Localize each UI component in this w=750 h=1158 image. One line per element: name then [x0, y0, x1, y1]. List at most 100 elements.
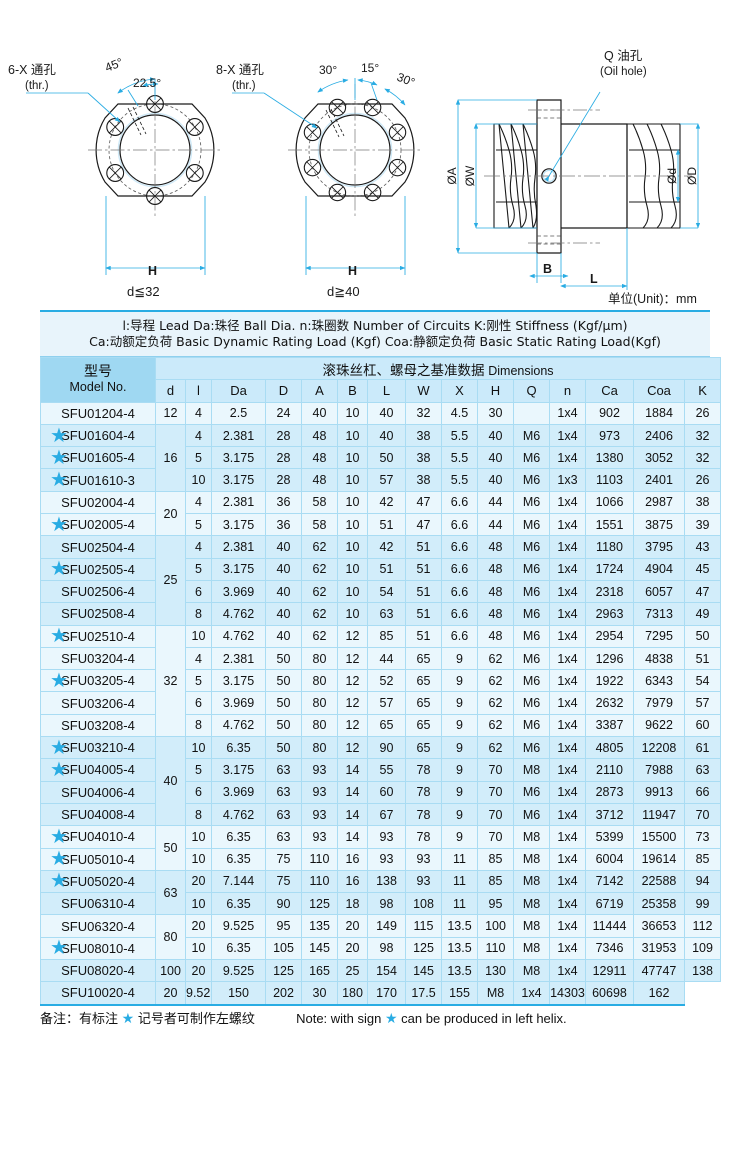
cell-b: 10 — [337, 423, 368, 448]
cell-d: 50 — [265, 713, 302, 738]
cell-x: 13.5 — [441, 936, 478, 961]
cell-ca: 2110 — [585, 758, 634, 782]
left-helix-star-icon: ★ — [50, 825, 68, 848]
cell-l: 60 — [367, 780, 406, 804]
cell-d: 40 — [265, 535, 302, 559]
cell-coa: 3875 — [633, 513, 685, 537]
cell-d: 12 — [155, 401, 186, 425]
cell-b: 10 — [337, 557, 368, 581]
cell-da: 4.762 — [211, 802, 266, 827]
cell-b: 12 — [337, 691, 368, 715]
dim-l: L — [590, 272, 598, 286]
cell-ca: 1180 — [585, 535, 634, 559]
cell-l: 5 — [185, 513, 212, 537]
header-col-k: K — [683, 379, 722, 403]
cell-coa: 2987 — [633, 490, 685, 515]
cell-da: 9.525 — [185, 981, 212, 1006]
table-row: SFU04005-4 5 3.175 63 93 14 55 78 9 70 M8 1x4 2110 79… — [40, 758, 722, 782]
cell-l: 93 — [367, 847, 406, 871]
cell-a: 110 — [301, 869, 338, 894]
cell-coa: 12208 — [633, 736, 685, 760]
cell-a: 62 — [301, 535, 338, 559]
cell-x: 13.5 — [441, 959, 478, 983]
dim-phi-w: ØW — [463, 165, 477, 186]
cell-a: 93 — [301, 825, 338, 849]
cell-coa: 60698 — [585, 981, 634, 1006]
cell-x: 11 — [441, 847, 478, 871]
left-helix-star-icon: ★ — [50, 513, 68, 536]
cell-l: 20 — [185, 959, 212, 983]
cell-x: 6.6 — [441, 535, 478, 559]
cell-coa: 47747 — [633, 959, 685, 983]
cell-d: 50 — [155, 825, 186, 871]
cell-l: 42 — [367, 490, 406, 515]
cell-n: 1x4 — [549, 446, 586, 470]
dim-phi-d-large: ØD — [685, 167, 699, 185]
cell-model: SFU02005-4 — [40, 513, 156, 537]
cell-d: 125 — [265, 959, 302, 983]
cell-model: SFU02510-4 — [40, 624, 156, 648]
header-model-cn: 型号 — [84, 363, 112, 380]
header-col-x: X — [441, 379, 478, 403]
cell-ca: 4805 — [585, 736, 634, 760]
cell-l: 40 — [367, 423, 406, 448]
cell-da: 3.175 — [211, 557, 266, 581]
cell-h: 30 — [477, 401, 514, 425]
cell-coa: 9913 — [633, 780, 685, 804]
cell-coa: 6343 — [633, 669, 685, 693]
cell-model: SFU01610-3 — [40, 468, 156, 492]
cell-x: 11 — [441, 869, 478, 894]
cell-h: 110 — [477, 936, 514, 961]
middle-caption: d≧40 — [327, 284, 360, 299]
cell-da: 6.35 — [211, 892, 266, 916]
cell-b: 20 — [337, 914, 368, 938]
table-row: SFU04008-4 8 4.762 63 93 14 67 78 9 70 M6 1x4 3712 11… — [40, 802, 722, 827]
cell-n: 1x4 — [549, 691, 586, 715]
cell-l: 10 — [185, 825, 212, 849]
cell-k: 85 — [683, 847, 722, 871]
cell-b: 12 — [337, 669, 368, 693]
middle-angle-30a: 30° — [319, 63, 337, 77]
header-col-a: A — [301, 379, 338, 403]
cell-a: 165 — [301, 959, 338, 983]
cell-ca: 5399 — [585, 825, 634, 849]
table-row: SFU06310-4 10 6.35 90 125 18 98 108 11 95 M8 1x4 671… — [40, 892, 722, 916]
cell-q: M6 — [513, 646, 550, 671]
dim-b: B — [543, 262, 552, 276]
header-dimensions-en: Dimensions — [488, 363, 554, 378]
cell-a: 48 — [301, 423, 338, 448]
cell-n: 1x4 — [549, 869, 586, 894]
cell-k: 138 — [683, 959, 722, 983]
cell-model: SFU03205-4 — [40, 669, 156, 693]
cell-w: 78 — [405, 780, 442, 804]
cell-q: M6 — [513, 669, 550, 693]
cell-n: 1x4 — [549, 579, 586, 604]
cell-ca: 12911 — [585, 959, 634, 983]
cell-a: 62 — [301, 579, 338, 604]
cell-b: 16 — [337, 847, 368, 871]
cell-b: 10 — [337, 490, 368, 515]
cell-b: 10 — [337, 446, 368, 470]
cell-l: 20 — [185, 869, 212, 894]
cell-b: 10 — [337, 468, 368, 492]
cell-model: SFU04008-4 — [40, 802, 156, 827]
header-col-h: H — [477, 379, 514, 403]
cell-ca: 7142 — [585, 869, 634, 894]
cell-da: 6.35 — [211, 736, 266, 760]
cell-d: 75 — [265, 847, 302, 871]
table-row: SFU03208-4 8 4.762 50 80 12 65 65 9 62 M6 1x4 3387 96… — [40, 713, 722, 738]
cell-l: 6 — [185, 780, 212, 804]
cell-h: 70 — [477, 825, 514, 849]
cell-h: 44 — [477, 490, 514, 515]
cell-k: 32 — [683, 423, 722, 448]
cell-coa: 25358 — [633, 892, 685, 916]
cell-a: 80 — [301, 646, 338, 671]
table-row: SFU02506-4 6 3.969 40 62 10 54 51 6.6 48 M6 1x4 2318… — [40, 579, 722, 604]
cell-d: 50 — [265, 736, 302, 760]
cell-n: 1x4 — [549, 669, 586, 693]
cell-d: 50 — [265, 646, 302, 671]
cell-d: 25 — [155, 535, 186, 626]
cell-a: 93 — [301, 780, 338, 804]
cell-coa: 7979 — [633, 691, 685, 715]
cell-q: M6 — [513, 802, 550, 827]
